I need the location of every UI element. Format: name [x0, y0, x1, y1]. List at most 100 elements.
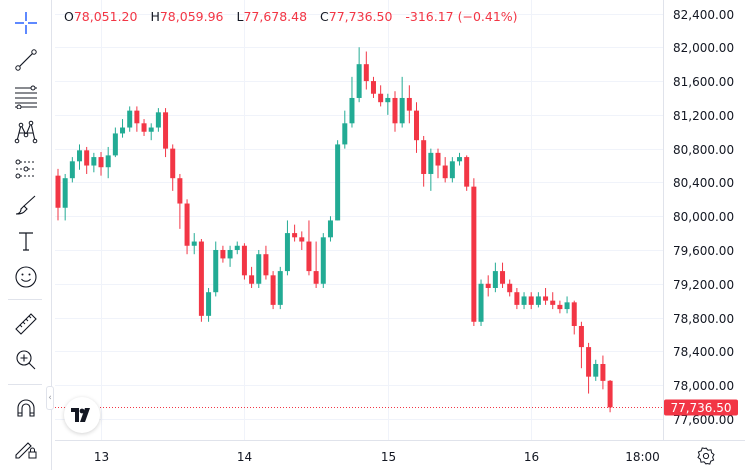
price-tick-label: 79,600.00: [673, 244, 734, 258]
candle: [299, 231, 305, 250]
candle: [241, 243, 247, 280]
lock-drawing-tool[interactable]: [8, 432, 44, 462]
tradingview-logo[interactable]: [64, 397, 100, 433]
time-tick-label: 14: [237, 450, 252, 464]
candle: [55, 168, 61, 221]
candle: [464, 155, 470, 191]
candle: [564, 296, 570, 314]
candle: [521, 292, 527, 310]
gear-icon[interactable]: [697, 447, 715, 465]
candle: [270, 271, 276, 310]
price-tick-label: 78,800.00: [673, 312, 734, 326]
candle: [363, 51, 369, 90]
candle: [249, 266, 255, 288]
candle: [177, 173, 183, 229]
time-tick-label: 18:00: [625, 450, 660, 464]
pattern-icon: [14, 120, 38, 144]
candle: [184, 199, 190, 255]
candle: [528, 292, 534, 310]
open-label: O: [64, 9, 74, 24]
fib-retracement-icon: [15, 85, 37, 109]
crosshair-icon: [15, 12, 37, 34]
candle: [170, 144, 176, 191]
candle: [77, 144, 83, 170]
candle: [543, 287, 549, 305]
price-axis[interactable]: 82,400.00 82,000.00 81,600.00 81,200.00 80,8…: [673, 8, 734, 427]
candle: [457, 152, 463, 166]
candle: [69, 157, 75, 183]
crosshair-tool[interactable]: [8, 8, 44, 38]
candle: [392, 91, 398, 132]
candle: [213, 241, 219, 297]
candle: [600, 355, 606, 390]
last-price-badge: 77,736.50: [664, 399, 738, 416]
emoji-icon: [15, 266, 37, 288]
candle: [105, 146, 111, 179]
candle: [256, 249, 262, 288]
low-label: L: [236, 9, 244, 24]
price-tick-label: 80,800.00: [673, 143, 734, 157]
emoji-tool[interactable]: [8, 262, 44, 292]
candle: [607, 380, 613, 413]
candle: [571, 300, 577, 335]
candle: [414, 102, 419, 153]
lock-drawing-icon: [15, 442, 37, 459]
price-tick-label: 81,600.00: [673, 75, 734, 89]
zoom-in-tool[interactable]: [8, 345, 44, 375]
ruler-icon: [15, 313, 37, 335]
candle: [206, 287, 212, 322]
candle: [306, 220, 312, 276]
price-tick-label: 77,600.00: [673, 413, 734, 427]
trend-line-tool[interactable]: [8, 45, 44, 75]
low-value: 77,678.48: [243, 9, 308, 24]
candle: [356, 47, 362, 103]
candle: [378, 85, 384, 107]
price-tick-label: 82,000.00: [673, 41, 734, 55]
collapse-toolbar-button[interactable]: ‹: [46, 386, 54, 410]
candle-series: [55, 47, 613, 413]
candle: [449, 157, 455, 183]
chart-grid: [55, 0, 663, 440]
candle: [191, 233, 197, 255]
candle: [478, 279, 484, 326]
candle: [320, 233, 326, 288]
candle: [485, 275, 491, 297]
time-axis[interactable]: 13 14 15 16 18:00: [94, 450, 660, 464]
candle: [313, 241, 319, 288]
candle: [550, 292, 556, 310]
high-label: H: [150, 9, 160, 24]
candle: [349, 76, 355, 128]
close-label: C: [320, 9, 329, 24]
candle: [127, 106, 133, 132]
candle: [435, 148, 441, 179]
candle: [557, 300, 563, 314]
candle: [263, 245, 269, 280]
candle: [442, 157, 448, 183]
candle: [535, 292, 541, 308]
candle: [593, 359, 599, 381]
fib-retracement-tool[interactable]: [8, 81, 44, 111]
candle: [220, 245, 226, 263]
candle: [492, 262, 498, 293]
text-tool[interactable]: [8, 226, 44, 256]
toolbar-divider: [8, 299, 42, 300]
close-value: 77,736.50: [328, 9, 393, 24]
candle: [471, 178, 477, 326]
price-tick-label: 80,400.00: [673, 176, 734, 190]
projection-tool[interactable]: [8, 154, 44, 184]
open-value: 78,051.20: [73, 9, 138, 24]
brush-tool[interactable]: [8, 190, 44, 220]
candle: [421, 135, 427, 187]
candle: [155, 108, 161, 132]
text-icon: [19, 232, 33, 251]
tradingview-logo-icon: [71, 408, 90, 422]
ohlc-legend: O78,051.20 H78,059.96 L77,678.48 C77,736…: [64, 9, 527, 24]
candle: [198, 239, 204, 322]
magnet-tool[interactable]: [8, 394, 44, 424]
candle: [84, 146, 90, 174]
pattern-tool[interactable]: [8, 117, 44, 147]
projection-icon: [15, 159, 36, 179]
ruler-tool[interactable]: [8, 309, 44, 339]
last-price-label: 77,736.50: [670, 401, 731, 415]
